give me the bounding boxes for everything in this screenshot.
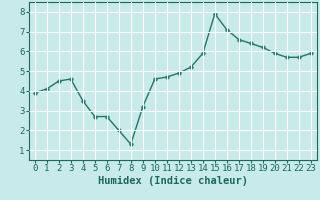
X-axis label: Humidex (Indice chaleur): Humidex (Indice chaleur) xyxy=(98,176,248,186)
